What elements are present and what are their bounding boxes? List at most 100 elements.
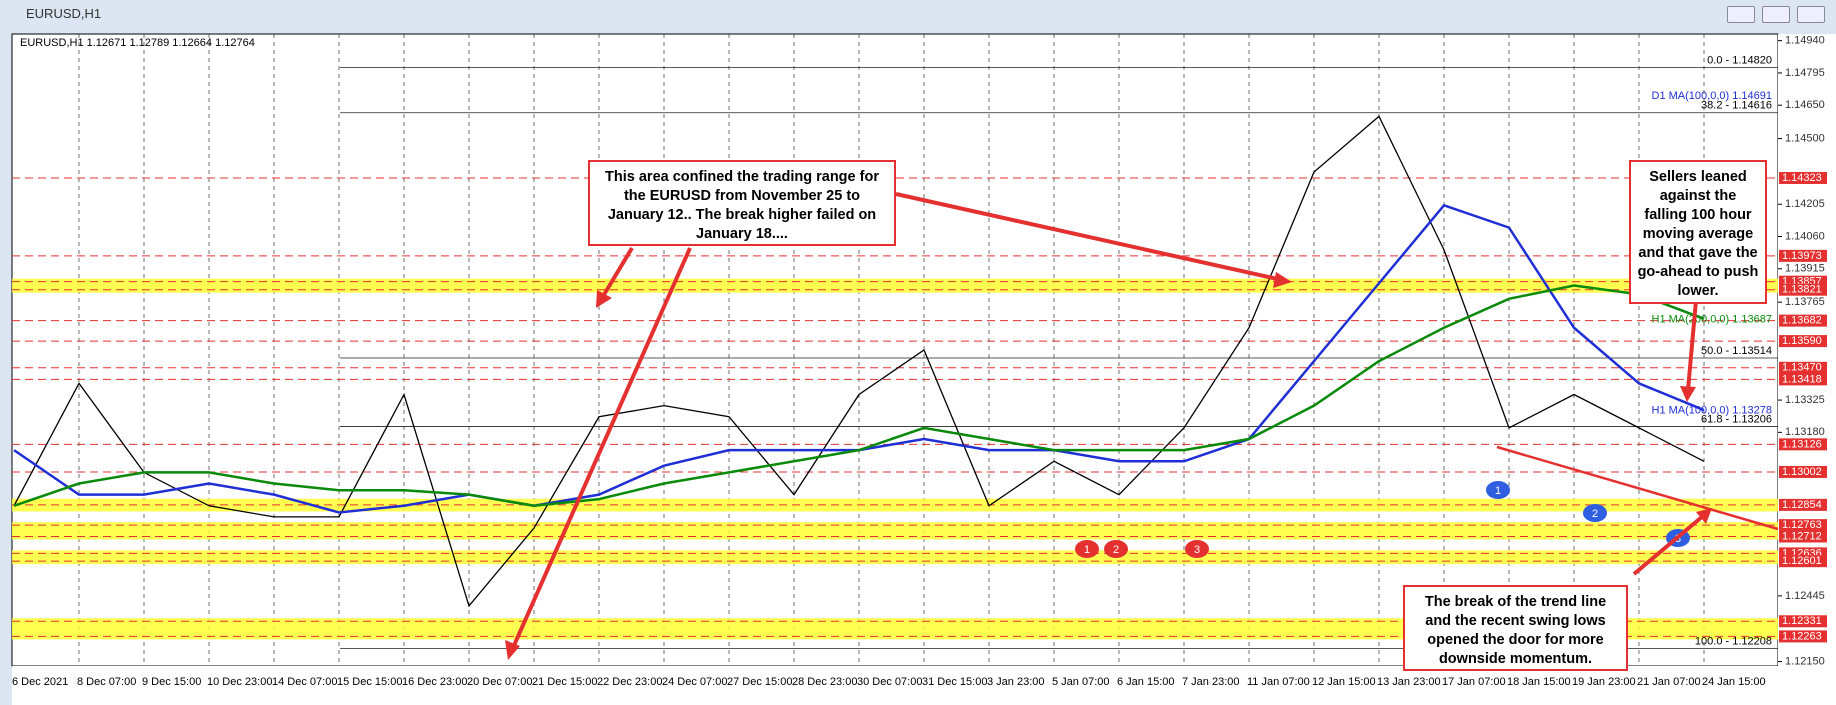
swing-marker bbox=[1104, 540, 1128, 558]
x-tick-label: 6 Jan 15:00 bbox=[1117, 676, 1175, 688]
y-tick-label: 1.14060 bbox=[1785, 230, 1825, 242]
swing-marker-label: 3 bbox=[1194, 544, 1200, 556]
title-bar: EURUSD,H1 bbox=[0, 0, 1836, 28]
x-tick-label: 24 Dec 07:00 bbox=[662, 676, 727, 688]
y-tick-label: 1.14650 bbox=[1785, 99, 1825, 111]
close-button[interactable] bbox=[1797, 6, 1825, 23]
swing-marker-label: 1 bbox=[1084, 544, 1090, 556]
level-label: 1.13470 bbox=[1782, 362, 1822, 374]
x-tick-label: 24 Jan 15:00 bbox=[1702, 676, 1766, 688]
support-zone bbox=[12, 498, 1778, 512]
y-tick-label: 1.13180 bbox=[1785, 426, 1825, 438]
level-tag bbox=[1779, 361, 1827, 374]
series-line bbox=[13, 115, 1705, 608]
level-label: 1.12712 bbox=[1782, 530, 1822, 542]
chart-header: EURUSD,H1 1.12671 1.12789 1.12664 1.1276… bbox=[20, 37, 255, 49]
price-axis bbox=[1778, 34, 1836, 666]
fib-label: 38.2 - 1.14616 bbox=[1701, 100, 1772, 112]
y-tick-label: 1.14940 bbox=[1785, 35, 1825, 47]
swing-marker bbox=[1583, 504, 1607, 522]
level-label: 1.12763 bbox=[1782, 519, 1822, 531]
level-tag bbox=[1779, 249, 1827, 262]
series-line bbox=[13, 284, 1705, 508]
fib-label: 61.8 - 1.13206 bbox=[1701, 413, 1772, 425]
level-tag bbox=[1779, 530, 1827, 543]
level-tag bbox=[1779, 465, 1827, 478]
annotation: This area confined the trading range for… bbox=[588, 160, 896, 246]
x-tick-label: 18 Jan 15:00 bbox=[1507, 676, 1571, 688]
x-tick-label: 12 Jan 15:00 bbox=[1312, 676, 1376, 688]
x-tick-label: 8 Dec 07:00 bbox=[77, 676, 136, 688]
support-zone bbox=[12, 550, 1778, 565]
y-tick-label: 1.13325 bbox=[1785, 394, 1825, 406]
level-label: 1.13126 bbox=[1782, 438, 1822, 450]
y-tick-label: 1.14795 bbox=[1785, 67, 1825, 79]
swing-marker-label: 1 bbox=[1495, 485, 1501, 497]
x-tick-label: 11 Jan 07:00 bbox=[1247, 676, 1310, 688]
x-tick-label: 22 Dec 23:00 bbox=[597, 676, 662, 688]
level-label: 1.12601 bbox=[1782, 555, 1822, 567]
level-label: 1.13590 bbox=[1782, 335, 1822, 347]
swing-marker-label: 2 bbox=[1592, 508, 1598, 520]
level-tag bbox=[1779, 630, 1827, 643]
maximize-button[interactable] bbox=[1762, 6, 1790, 23]
x-tick-label: 16 Dec 23:00 bbox=[402, 676, 467, 688]
plot-area bbox=[11, 33, 1779, 667]
fib-label: 100.0 - 1.12208 bbox=[1695, 636, 1772, 648]
y-tick-label: 1.14205 bbox=[1785, 198, 1825, 210]
level-label: 1.13973 bbox=[1782, 250, 1822, 262]
level-tag bbox=[1779, 373, 1827, 386]
y-tick-label: 1.14500 bbox=[1785, 132, 1825, 144]
x-tick-label: 19 Jan 23:00 bbox=[1572, 676, 1636, 688]
window-title: EURUSD,H1 bbox=[26, 6, 102, 21]
swing-marker bbox=[1185, 540, 1209, 558]
y-tick-label: 1.13765 bbox=[1785, 296, 1825, 308]
level-tag bbox=[1779, 615, 1827, 628]
ma-label: H1 MA(200,0,0) 1.13687 bbox=[1652, 313, 1772, 325]
x-tick-label: 5 Jan 07:00 bbox=[1052, 676, 1110, 688]
level-label: 1.12854 bbox=[1782, 499, 1822, 511]
x-tick-label: 31 Dec 15:00 bbox=[922, 676, 987, 688]
x-tick-label: 30 Dec 07:00 bbox=[857, 676, 922, 688]
annotation: The break of the trend line and the rece… bbox=[1403, 585, 1628, 671]
x-tick-label: 10 Dec 23:00 bbox=[207, 676, 272, 688]
level-tag bbox=[1779, 555, 1827, 568]
swing-marker-label: 2 bbox=[1113, 544, 1119, 556]
x-tick-label: 27 Dec 15:00 bbox=[727, 676, 792, 688]
fib-label: 50.0 - 1.13514 bbox=[1701, 345, 1772, 357]
x-tick-label: 6 Dec 2021 bbox=[12, 676, 68, 688]
minimize-button[interactable] bbox=[1727, 6, 1755, 23]
support-zone bbox=[12, 618, 1778, 640]
fib-label: 0.0 - 1.14820 bbox=[1707, 54, 1772, 66]
x-tick-label: 17 Jan 07:00 bbox=[1442, 676, 1506, 688]
ma-label: H1 MA(100,0,0) 1.13278 bbox=[1652, 404, 1772, 416]
x-tick-label: 28 Dec 23:00 bbox=[792, 676, 857, 688]
level-tag bbox=[1779, 314, 1827, 327]
annotation: Sellers leaned against the falling 100 h… bbox=[1629, 160, 1767, 304]
level-tag bbox=[1779, 335, 1827, 348]
level-tag bbox=[1779, 498, 1827, 511]
level-tag bbox=[1779, 438, 1827, 451]
x-tick-label: 14 Dec 07:00 bbox=[272, 676, 337, 688]
support-zone bbox=[12, 278, 1778, 293]
level-label: 1.12263 bbox=[1782, 630, 1822, 642]
swing-marker bbox=[1486, 481, 1510, 499]
chart: EURUSD,H1 1.12671 1.12789 1.12664 1.1276… bbox=[11, 33, 1836, 705]
y-tick-label: 1.12445 bbox=[1785, 590, 1825, 602]
level-label: 1.14323 bbox=[1782, 172, 1822, 184]
x-tick-label: 7 Jan 23:00 bbox=[1182, 676, 1240, 688]
swing-marker bbox=[1075, 540, 1099, 558]
level-tag bbox=[1779, 519, 1827, 532]
x-tick-label: 3 Jan 23:00 bbox=[987, 676, 1045, 688]
x-tick-label: 13 Jan 23:00 bbox=[1377, 676, 1441, 688]
y-tick-label: 1.12150 bbox=[1785, 655, 1825, 667]
x-tick-label: 15 Dec 15:00 bbox=[337, 676, 402, 688]
y-tick-label: 1.13915 bbox=[1785, 263, 1825, 275]
x-tick-label: 9 Dec 15:00 bbox=[142, 676, 201, 688]
level-tag bbox=[1779, 283, 1827, 296]
time-axis bbox=[12, 666, 1836, 705]
level-label: 1.13002 bbox=[1782, 466, 1822, 478]
level-tag bbox=[1779, 171, 1827, 184]
level-label: 1.12331 bbox=[1782, 615, 1822, 627]
